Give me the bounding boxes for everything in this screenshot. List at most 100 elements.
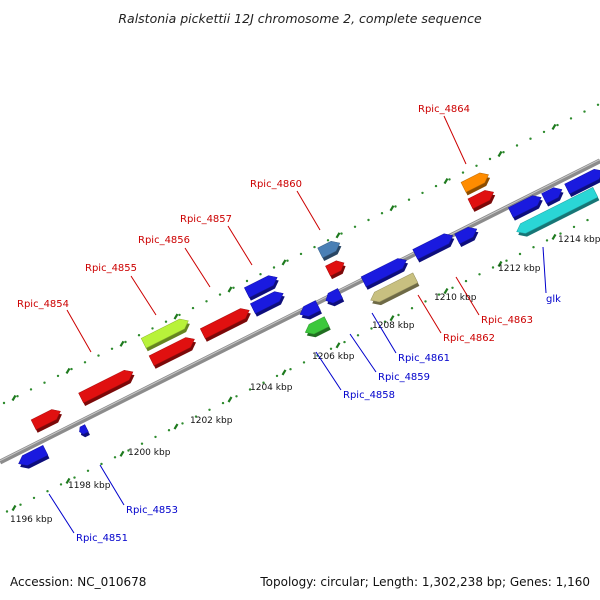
tick-dash (119, 340, 125, 347)
gene-arrow[interactable] (244, 272, 281, 301)
gene-arrow-body (250, 291, 284, 314)
tick-dot (29, 388, 33, 391)
tick-dot-rows (2, 103, 600, 513)
gene-labels: Rpic_4851 Rpic_4853 Rpic_4854 Rpic_4855 Rpic… (17, 104, 561, 544)
tick-dot (505, 259, 508, 262)
gene-arrow-body (564, 168, 600, 195)
tick-dot (97, 354, 100, 357)
gene-arrow-body (79, 424, 89, 435)
tick-dot (167, 429, 171, 432)
map-title: Ralstonia pickettii 12J chromosome 2, co… (118, 11, 482, 26)
gene-arrow[interactable] (325, 258, 348, 280)
scale-tick-label: 1196 kbp (10, 515, 53, 525)
label-leader-line (542, 246, 547, 294)
tick-dot (262, 381, 265, 384)
gene-arrow[interactable] (564, 166, 600, 198)
gene-label[interactable]: Rpic_4863 (481, 315, 533, 326)
tick-dot (583, 110, 586, 113)
gene-arrow[interactable] (298, 300, 322, 323)
scale-tick-label: 1206 kbp (312, 352, 355, 362)
tick-dot (586, 218, 589, 222)
tick-dot (572, 225, 576, 229)
gene-label[interactable]: Rpic_4857 (180, 214, 232, 225)
tick-dot (43, 381, 46, 384)
tick-dot (353, 225, 357, 228)
gene-label[interactable]: Rpic_4856 (138, 235, 190, 246)
tick-dot (100, 462, 103, 466)
tick-dot (181, 422, 184, 425)
tick-dash (173, 313, 179, 320)
gene-label[interactable]: Rpic_4864 (418, 104, 470, 115)
tick-dot (370, 327, 373, 330)
gene-arrow[interactable] (78, 424, 90, 439)
gene-arrow[interactable] (199, 305, 253, 342)
gene-arrow-body (516, 187, 599, 234)
gene-arrow[interactable] (454, 224, 481, 247)
gene-arrow[interactable] (508, 192, 545, 221)
label-leader-line (315, 351, 342, 391)
gene-arrow[interactable] (514, 187, 600, 239)
gene-label[interactable]: Rpic_4855 (85, 263, 137, 274)
gene-label[interactable]: glk (546, 294, 561, 305)
label-leader-line (417, 294, 442, 334)
tick-dot (275, 374, 279, 378)
gene-arrow[interactable] (140, 316, 192, 352)
gene-label[interactable]: Rpic_4860 (250, 179, 302, 190)
tick-dash (227, 286, 233, 293)
gene-label[interactable]: Rpic_4861 (398, 353, 450, 364)
tick-dash (11, 394, 17, 402)
tick-dot (113, 456, 117, 459)
gene-arrow[interactable] (360, 255, 410, 290)
tick-dot (272, 266, 276, 269)
tick-dot (556, 123, 559, 127)
label-leader-line (66, 309, 92, 353)
gene-label[interactable]: Rpic_4858 (343, 390, 395, 401)
gene-label[interactable]: Rpic_4862 (443, 333, 495, 344)
gene-arrow[interactable] (412, 231, 457, 263)
tick-dash (281, 259, 287, 266)
tick-dot (191, 306, 195, 310)
label-leader-line (371, 312, 397, 354)
gene-arrow[interactable] (148, 334, 198, 369)
gene-arrow[interactable] (250, 288, 287, 317)
gene-arrow[interactable] (467, 187, 498, 212)
tick-dot (16, 395, 19, 398)
gene-arrow[interactable] (368, 272, 420, 308)
gene-label[interactable]: Rpic_4859 (378, 372, 430, 383)
gene-arrow[interactable] (317, 238, 344, 261)
gene-label[interactable]: Rpic_4853 (126, 505, 178, 516)
gene-arrow-body (508, 195, 542, 218)
tick-dot (424, 300, 427, 303)
gene-arrow[interactable] (16, 445, 50, 471)
gene-arrow[interactable] (460, 170, 493, 196)
tick-dot (545, 239, 549, 242)
tick-dot (245, 279, 249, 283)
label-leader-line (455, 276, 480, 316)
tick-dot (478, 273, 481, 276)
gene-arrow-body (460, 172, 489, 193)
gene-arrow[interactable] (323, 288, 345, 308)
tick-dash (119, 450, 125, 457)
tick-dot (248, 388, 252, 391)
gene-label[interactable]: Rpic_4851 (76, 533, 128, 544)
tick-dot (559, 232, 562, 235)
tick-dot (410, 307, 414, 310)
gene-arrow[interactable] (303, 316, 331, 341)
gene-arrow-body (412, 233, 454, 260)
tick-dash (65, 367, 71, 374)
gene-arrow-body (317, 241, 341, 259)
gene-arrow-body (325, 260, 345, 277)
tick-dot (154, 435, 157, 439)
tick-dot (407, 198, 411, 201)
gene-label[interactable]: Rpic_4854 (17, 299, 69, 310)
tick-dot (461, 171, 465, 174)
tick-dot (302, 361, 306, 364)
gene-arrow[interactable] (78, 367, 137, 407)
gene-arrow[interactable] (30, 406, 64, 433)
tick-dot (475, 164, 478, 167)
tick-dash (389, 315, 395, 322)
tick-dash (335, 342, 341, 349)
gene-arrow[interactable] (541, 185, 566, 207)
label-leader-line (99, 464, 125, 506)
tick-dot (289, 368, 292, 371)
